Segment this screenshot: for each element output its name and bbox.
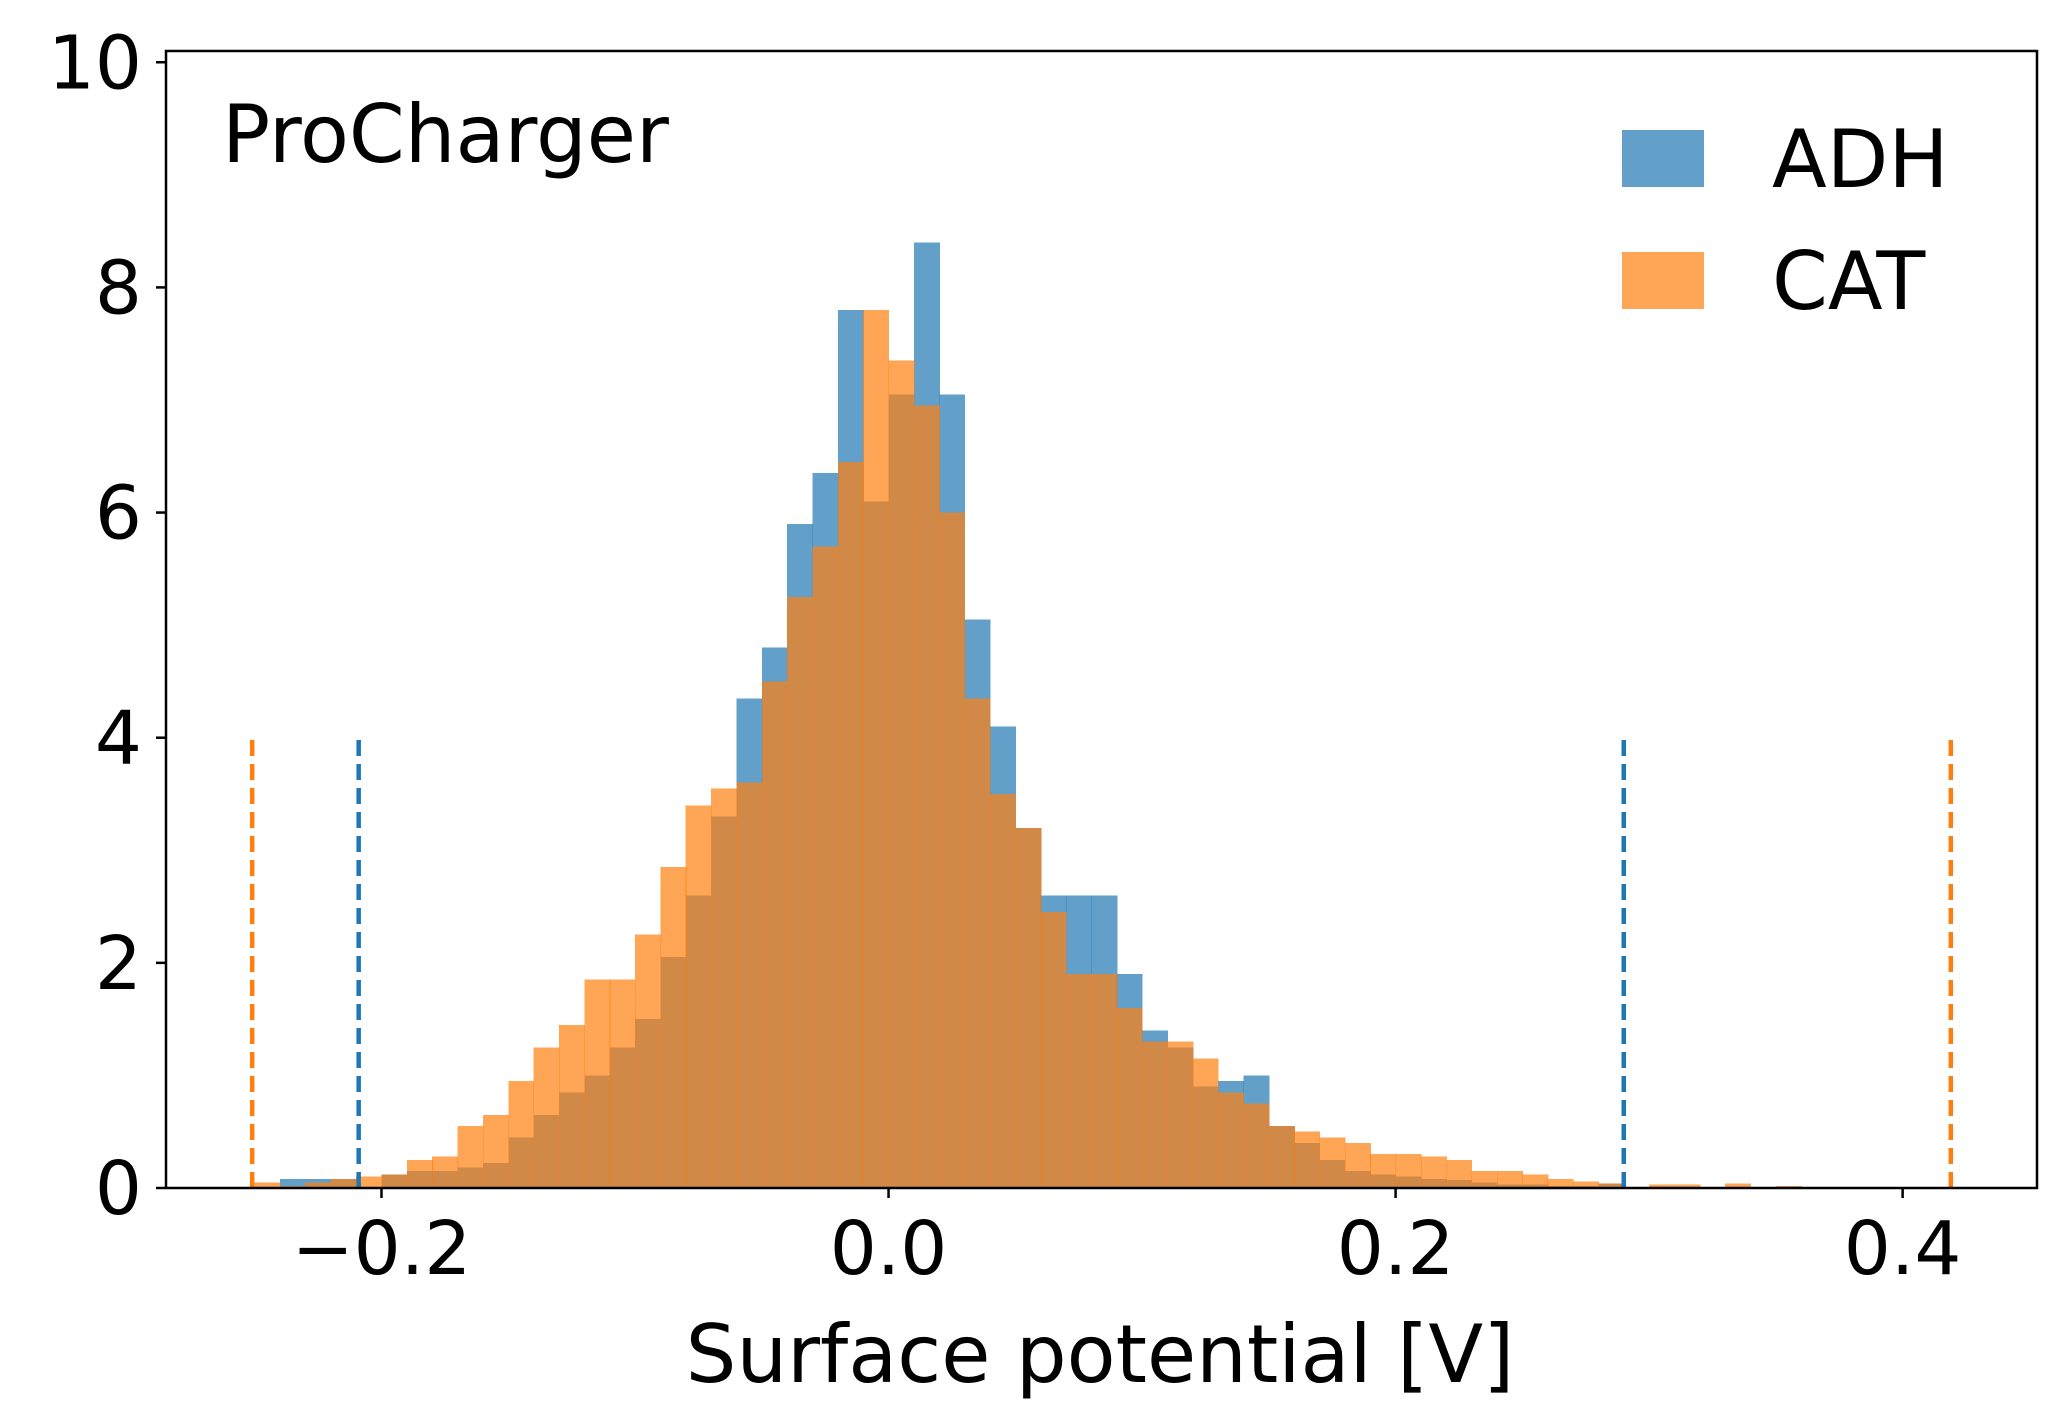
histogram-bar-cat	[1116, 1007, 1143, 1188]
x-tick-label: 0.0	[830, 1206, 948, 1292]
histogram-bar-cat	[1522, 1174, 1549, 1188]
y-tick-label: 2	[95, 921, 142, 1007]
x-tick-label: −0.2	[292, 1206, 472, 1292]
legend-label-adh: ADH	[1772, 113, 1948, 206]
histogram-bar-cat	[1294, 1131, 1321, 1188]
legend-swatch-cat	[1622, 252, 1704, 309]
histogram-bar-cat	[1598, 1183, 1625, 1188]
axes-layer: −0.2 0.0 0.2 0.4 0 2 4 6 8 10	[48, 20, 1962, 1292]
histogram-bar-cat	[584, 979, 611, 1188]
histogram-bar-cat	[381, 1174, 408, 1188]
histogram-bar-cat	[1497, 1171, 1523, 1188]
histogram-bar-cat	[863, 309, 890, 1188]
histogram-bar-cat	[1319, 1137, 1346, 1188]
legend-label-cat: CAT	[1772, 235, 1926, 328]
histogram-bar-cat	[837, 461, 864, 1188]
histogram-bar-cat	[406, 1159, 433, 1188]
histogram-bar-cat	[1395, 1154, 1422, 1188]
histogram-bar-cat	[939, 512, 966, 1188]
histogram-bar-cat	[635, 934, 661, 1188]
histogram-bar-cat	[1167, 1041, 1194, 1188]
y-tick-label: 10	[48, 20, 142, 106]
histogram-bar-cat	[787, 596, 814, 1188]
histogram-bar-cat	[305, 1182, 332, 1188]
histogram-bar-cat	[1218, 1092, 1245, 1188]
histogram-bar-cat	[1420, 1156, 1447, 1188]
histogram-bar-cat	[432, 1156, 459, 1188]
x-tick-label: 0.4	[1844, 1206, 1962, 1292]
threshold-lines	[249, 732, 1954, 1188]
series-cat	[254, 309, 1802, 1189]
histogram-bar-cat	[1142, 1041, 1169, 1188]
histogram-bar-cat	[1066, 974, 1092, 1188]
histogram-bar-cat	[1040, 912, 1067, 1188]
histogram-bar-cat	[711, 788, 738, 1188]
x-tick-label: 0.2	[1337, 1206, 1455, 1292]
histogram-bar-cat	[685, 805, 712, 1188]
histogram-bar-cat	[1649, 1184, 1701, 1188]
histogram-bar-cat	[964, 698, 991, 1188]
histogram-bar-cat	[1015, 827, 1042, 1188]
histogram-bar-cat	[913, 405, 940, 1188]
histogram-bar-cat	[1725, 1183, 1752, 1188]
histogram-bar-cat	[1091, 974, 1118, 1188]
histogram-bar-cat	[1573, 1181, 1599, 1188]
histogram-bar-cat	[736, 782, 763, 1188]
histogram-bar-cat	[660, 867, 687, 1188]
histogram-bar-cat	[533, 1047, 560, 1188]
histogram-bar-cat	[254, 1182, 281, 1188]
histogram-bar-cat	[1370, 1154, 1397, 1188]
x-axis-title: Surface potential [V]	[686, 1308, 1515, 1401]
histogram-bar-cat	[761, 681, 788, 1188]
y-tick-label: 4	[95, 696, 142, 782]
histogram-bar-cat	[1243, 1103, 1270, 1188]
histogram-bar-cat	[1446, 1159, 1473, 1188]
histogram-bar-cat	[558, 1024, 585, 1188]
histogram-bar-cat	[330, 1178, 357, 1188]
y-tick-label: 8	[95, 245, 142, 331]
chart-annotation: ProCharger	[222, 88, 669, 181]
legend: ADH CAT	[1622, 113, 1948, 328]
y-tick-label: 6	[95, 471, 142, 557]
histogram-bar-cat	[609, 979, 636, 1188]
y-tick-label: 0	[95, 1146, 142, 1232]
histogram-bar-cat	[457, 1126, 484, 1188]
histogram-bar-cat	[1344, 1142, 1371, 1188]
histogram-bar-cat	[812, 546, 839, 1188]
histogram-bar-cat	[1268, 1126, 1295, 1188]
bars-layer	[254, 242, 1802, 1189]
histogram-bar-cat	[482, 1114, 509, 1188]
histogram-bar-cat	[1192, 1058, 1219, 1188]
histogram-bar-cat	[1547, 1178, 1574, 1188]
plot-frame	[164, 49, 2039, 1190]
legend-swatch-adh	[1622, 130, 1704, 187]
histogram-bar-cat	[356, 1176, 383, 1188]
histogram-bar-cat	[888, 360, 915, 1189]
histogram-bar-cat	[989, 793, 1016, 1188]
histogram-bar-cat	[1471, 1171, 1498, 1188]
histogram-bar-cat	[508, 1081, 535, 1188]
